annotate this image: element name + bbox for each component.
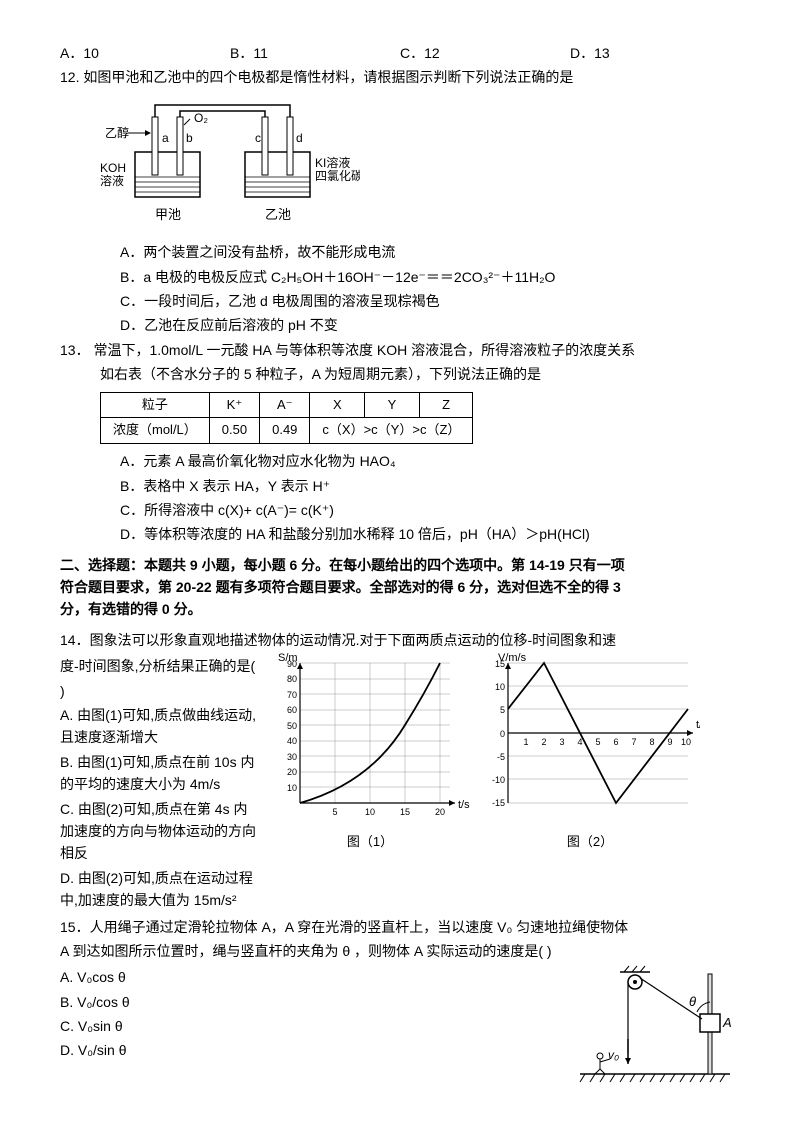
svg-text:溶液: 溶液 xyxy=(100,173,124,188)
svg-text:b: b xyxy=(186,131,193,145)
th-5: Z xyxy=(419,392,473,418)
svg-text:c: c xyxy=(255,131,261,145)
section2-header: 二、选择题：本题共 9 小题，每小题 6 分。在每小题给出的四个选项中。第 14… xyxy=(60,554,740,621)
q14-opt-c: C. 由图(2)可知,质点在第 4s 内加速度的方向与物体运动的方向相反 xyxy=(60,798,260,865)
q14-stem2: 度-时间图象,分析结果正确的是( xyxy=(60,655,260,677)
svg-text:KI溶液: KI溶液 xyxy=(315,155,350,170)
svg-text:-5: -5 xyxy=(497,752,505,762)
svg-text:8: 8 xyxy=(649,737,654,747)
q14-opt-a: A. 由图(1)可知,质点做曲线运动,且速度逐渐增大 xyxy=(60,704,260,749)
right-pool-label: 乙池 xyxy=(265,207,291,222)
svg-text:A: A xyxy=(722,1015,732,1030)
svg-text:乙醇: 乙醇 xyxy=(105,125,129,140)
tr-0: 浓度（mol/L） xyxy=(101,418,210,444)
svg-text:7: 7 xyxy=(631,737,636,747)
q11-opt-c: C．12 xyxy=(400,42,570,64)
svg-text:5: 5 xyxy=(500,705,505,715)
svg-text:θ: θ xyxy=(689,994,696,1009)
svg-text:-15: -15 xyxy=(492,798,505,808)
svg-text:t/s: t/s xyxy=(458,799,470,811)
q11-options: A．10 B．11 C．12 D．13 xyxy=(60,42,740,64)
svg-text:5: 5 xyxy=(332,807,337,817)
q13-opt-a: A．元素 A 最高价氧化物对应水化物为 HAO₄ xyxy=(120,450,740,472)
svg-text:40: 40 xyxy=(287,736,297,746)
th-0: 粒子 xyxy=(101,392,210,418)
q13-opt-c: C．所得溶液中 c(X)+ c(A⁻)= c(K⁺) xyxy=(120,499,740,521)
q14-graph2: V/m/s t/s 15105 0-5 -10-15 123 456 789 1… xyxy=(480,653,700,852)
tr-3: c（X）>c（Y）>c（Z） xyxy=(310,418,473,444)
tr-1: 0.50 xyxy=(209,418,259,444)
electrochemistry-diagram: a b 乙醇 O₂ KOH 溶液 c d KI溶液 四氯化碳 甲池 乙池 xyxy=(100,97,360,227)
q12-diagram: a b 乙醇 O₂ KOH 溶液 c d KI溶液 四氯化碳 甲池 乙池 xyxy=(100,97,740,233)
g1-caption: 图（1） xyxy=(270,832,470,853)
svg-text:15: 15 xyxy=(495,659,505,669)
svg-text:1: 1 xyxy=(523,737,528,747)
q14-opt-b: B. 由图(1)可知,质点在前 10s 内的平均的速度大小为 4m/s xyxy=(60,751,260,796)
th-1: K⁺ xyxy=(209,392,259,418)
q12-opt-c: C．一段时间后，乙池 d 电极周围的溶液呈现棕褐色 xyxy=(120,290,740,312)
q15-figure: A θ v₀ xyxy=(570,964,740,1090)
svg-text:90: 90 xyxy=(287,659,297,669)
svg-text:6: 6 xyxy=(613,737,618,747)
q13-stem1: 13． 常温下，1.0mol/L 一元酸 HA 与等体积等浓度 KOH 溶液混合… xyxy=(60,339,740,361)
svg-text:d: d xyxy=(296,131,303,145)
svg-text:0: 0 xyxy=(500,729,505,739)
svg-text:5: 5 xyxy=(595,737,600,747)
svg-text:20: 20 xyxy=(287,767,297,777)
g2-caption: 图（2） xyxy=(480,832,700,853)
q11-opt-d: D．13 xyxy=(570,42,740,64)
sec2-l2: 符合题目要求，第 20-22 题有多项符合题目要求。全部选对的得 6 分，选对但… xyxy=(60,576,740,598)
svg-text:15: 15 xyxy=(400,807,410,817)
svg-text:80: 80 xyxy=(287,674,297,684)
tr-2: 0.49 xyxy=(260,418,310,444)
th-2: A⁻ xyxy=(260,392,310,418)
th-3: X xyxy=(310,392,365,418)
q15-stem2: A 到达如图所示位置时，绳与竖直杆的夹角为 θ ，则物体 A 实际运动的速度是(… xyxy=(60,940,740,962)
q14-body: 度-时间图象,分析结果正确的是( ) A. 由图(1)可知,质点做曲线运动,且速… xyxy=(60,653,740,913)
svg-text:10: 10 xyxy=(495,682,505,692)
q12-opt-b: B．a 电极的电极反应式 C₂H₅OH＋16OH⁻－12e⁻＝＝2CO₃²⁻＋1… xyxy=(120,266,740,288)
sec2-l3: 分，有选错的得 0 分。 xyxy=(60,598,740,620)
svg-text:30: 30 xyxy=(287,752,297,762)
th-4: Y xyxy=(365,392,420,418)
svg-text:KOH: KOH xyxy=(100,161,126,175)
q14-opt-d: D. 由图(2)可知,质点在运动过程中,加速度的最大值为 15m/s² xyxy=(60,867,260,912)
q11-opt-a: A．10 xyxy=(60,42,230,64)
q14-stem1: 14．图象法可以形象直观地描述物体的运动情况.对于下面两质点运动的位移-时间图象… xyxy=(60,629,740,651)
q14-stem3: ) xyxy=(60,680,260,702)
q13-opt-b: B．表格中 X 表示 HA，Y 表示 H⁺ xyxy=(120,475,740,497)
svg-text:a: a xyxy=(162,131,169,145)
svg-text:50: 50 xyxy=(287,721,297,731)
q12-stem: 12. 如图甲池和乙池中的四个电极都是惰性材料，请根据图示判断下列说法正确的是 xyxy=(60,66,740,88)
svg-text:t/s: t/s xyxy=(696,719,700,731)
q13-opt-d: D．等体积等浓度的 HA 和盐酸分别加水稀释 10 倍后，pH（HA）＞pH(H… xyxy=(120,523,740,545)
svg-text:-10: -10 xyxy=(492,775,505,785)
q15-stem1: 15．人用绳子通过定滑轮拉物体 A，A 穿在光滑的竖直杆上，当以速度 V₀ 匀速… xyxy=(60,916,740,938)
svg-text:10: 10 xyxy=(681,737,691,747)
q11-opt-b: B．11 xyxy=(230,42,400,64)
svg-text:O₂: O₂ xyxy=(194,111,208,125)
svg-text:2: 2 xyxy=(541,737,546,747)
svg-text:10: 10 xyxy=(287,783,297,793)
q14-graph1: S/m t/s 102030 405060 708090 510 1520 图（… xyxy=(270,653,470,852)
q12-opt-d: D．乙池在反应前后溶液的 pH 不变 xyxy=(120,314,740,336)
svg-text:v₀: v₀ xyxy=(608,1048,619,1062)
q13-table: 粒子 K⁺ A⁻ X Y Z 浓度（mol/L） 0.50 0.49 c（X）>… xyxy=(100,392,473,445)
svg-text:9: 9 xyxy=(667,737,672,747)
left-pool-label: 甲池 xyxy=(155,207,181,222)
q13-stem2: 如右表（不含水分子的 5 种粒子，A 为短周期元素），下列说法正确的是 xyxy=(100,363,740,385)
svg-text:70: 70 xyxy=(287,690,297,700)
svg-text:4: 4 xyxy=(577,737,582,747)
svg-text:3: 3 xyxy=(559,737,564,747)
svg-text:四氯化碳: 四氯化碳 xyxy=(315,169,360,183)
q12-opt-a: A．两个装置之间没有盐桥，故不能形成电流 xyxy=(120,241,740,263)
svg-text:10: 10 xyxy=(365,807,375,817)
svg-text:60: 60 xyxy=(287,705,297,715)
svg-text:20: 20 xyxy=(435,807,445,817)
sec2-l1: 二、选择题：本题共 9 小题，每小题 6 分。在每小题给出的四个选项中。第 14… xyxy=(60,554,740,576)
